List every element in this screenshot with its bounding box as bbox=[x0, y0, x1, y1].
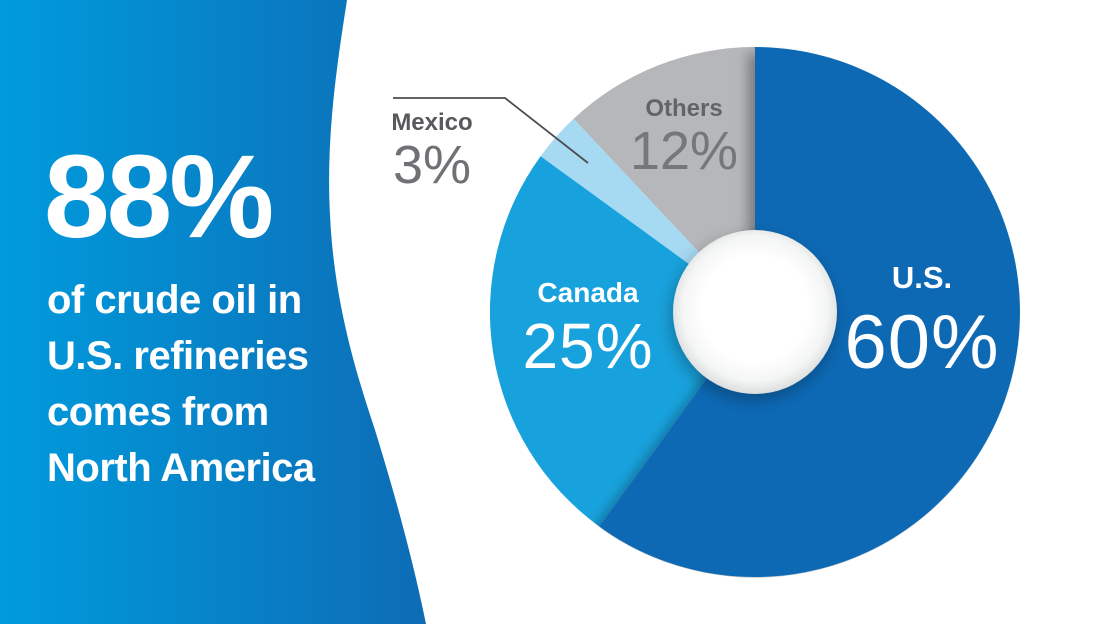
slice-label-mexico: Mexico 3% bbox=[391, 110, 472, 194]
mexico-callout-line bbox=[393, 97, 589, 164]
donut-hole bbox=[673, 230, 837, 394]
headline-subtitle: of crude oil in U.S. refineries comes fr… bbox=[47, 272, 315, 496]
headline-line: of crude oil in bbox=[47, 278, 302, 322]
headline-stat: 88% bbox=[44, 131, 274, 263]
slice-label-others: Others 12% bbox=[630, 96, 738, 180]
slice-value: 12% bbox=[629, 121, 739, 182]
side-panel-shape bbox=[0, 0, 426, 624]
slice-name: Canada bbox=[537, 277, 639, 308]
slice-value: 60% bbox=[844, 299, 1000, 385]
headline-line: comes from bbox=[47, 390, 269, 434]
slice-name: U.S. bbox=[891, 260, 953, 295]
pie-slice-canada bbox=[489, 156, 755, 527]
slice-label-us: U.S. 60% bbox=[844, 260, 1000, 385]
slice-label-canada: Canada 25% bbox=[522, 278, 653, 381]
slice-value: 3% bbox=[392, 135, 472, 196]
slice-name: Others bbox=[645, 95, 723, 122]
headline-line: U.S. refineries bbox=[47, 334, 309, 378]
slice-name: Mexico bbox=[391, 109, 473, 136]
slice-value: 25% bbox=[522, 310, 654, 383]
headline-line: North America bbox=[47, 446, 315, 490]
